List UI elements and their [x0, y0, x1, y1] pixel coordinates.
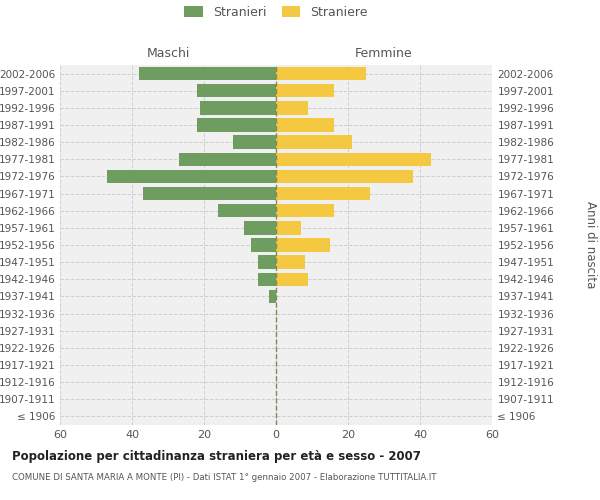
Bar [276, 221, 301, 234]
Bar [197, 118, 276, 132]
Bar [276, 187, 370, 200]
Bar [276, 170, 413, 183]
Bar [276, 238, 330, 252]
Bar [233, 136, 276, 149]
Bar [258, 256, 276, 269]
Bar [269, 290, 276, 303]
Bar [197, 84, 276, 98]
Bar [179, 152, 276, 166]
Bar [200, 101, 276, 114]
Bar [244, 221, 276, 234]
Bar [258, 272, 276, 286]
Bar [139, 67, 276, 80]
Bar [276, 84, 334, 98]
Bar [107, 170, 276, 183]
Bar [276, 118, 334, 132]
Bar [276, 67, 366, 80]
Text: Femmine: Femmine [355, 47, 413, 60]
Text: Anni di nascita: Anni di nascita [584, 202, 597, 288]
Bar [276, 272, 308, 286]
Text: Maschi: Maschi [146, 47, 190, 60]
Bar [143, 187, 276, 200]
Bar [276, 136, 352, 149]
Text: Popolazione per cittadinanza straniera per età e sesso - 2007: Popolazione per cittadinanza straniera p… [12, 450, 421, 463]
Bar [276, 152, 431, 166]
Bar [218, 204, 276, 218]
Text: COMUNE DI SANTA MARIA A MONTE (PI) - Dati ISTAT 1° gennaio 2007 - Elaborazione T: COMUNE DI SANTA MARIA A MONTE (PI) - Dat… [12, 472, 437, 482]
Bar [276, 256, 305, 269]
Legend: Stranieri, Straniere: Stranieri, Straniere [181, 2, 371, 22]
Bar [251, 238, 276, 252]
Bar [276, 101, 308, 114]
Bar [276, 204, 334, 218]
